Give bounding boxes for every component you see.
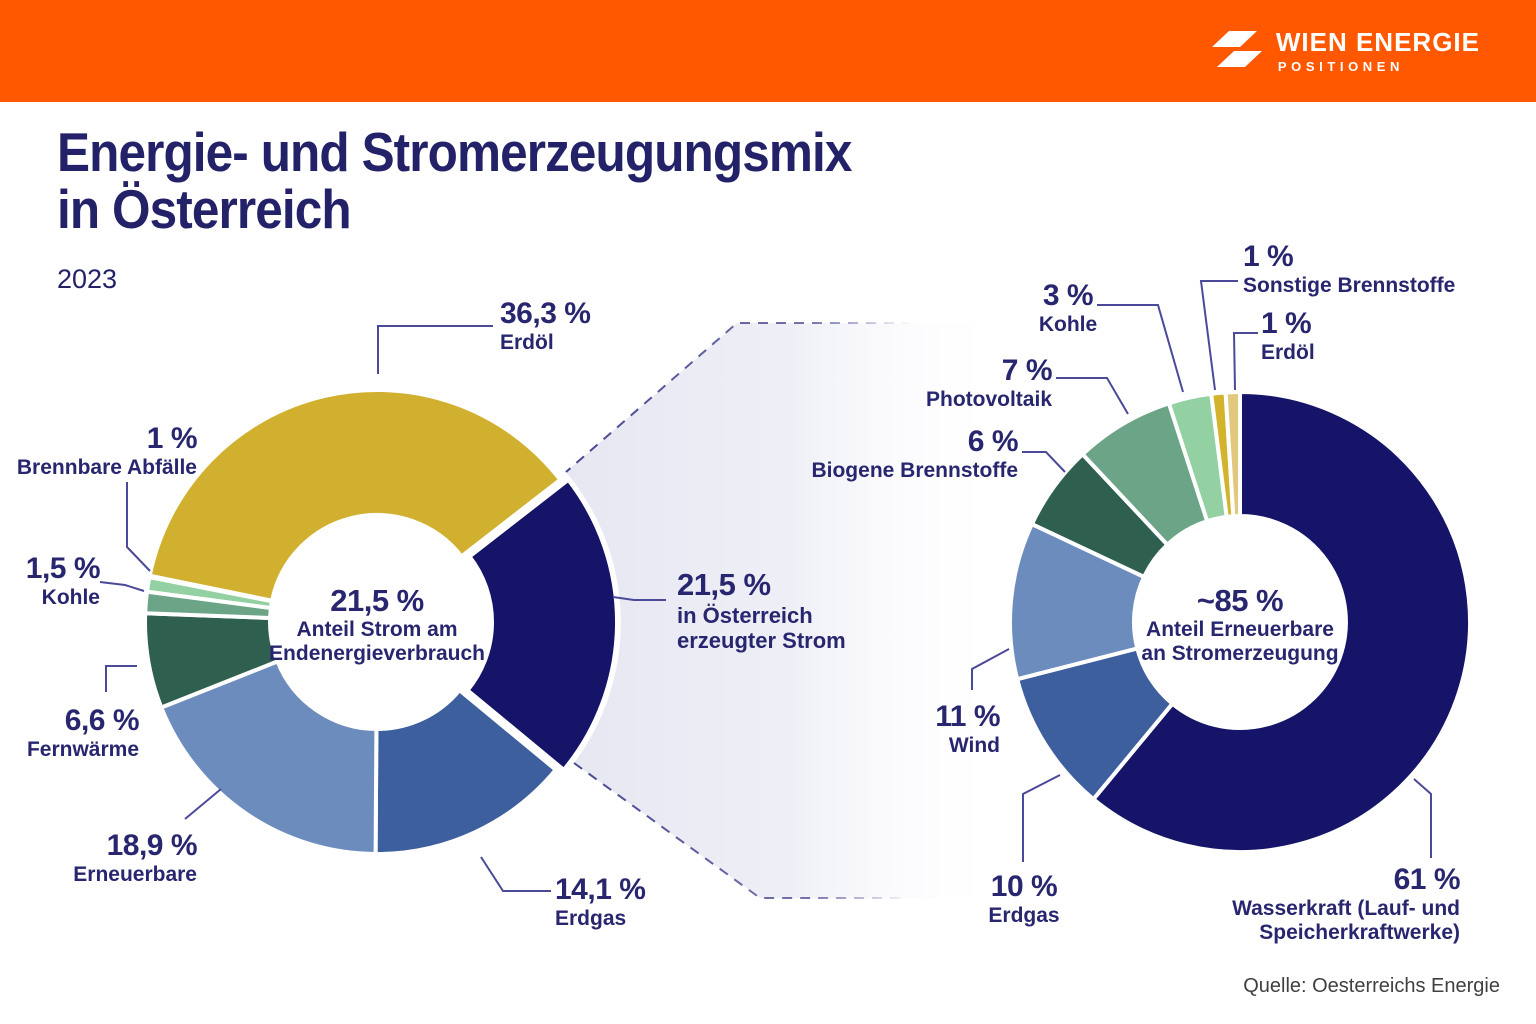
segment-name-0-erneuerbare: Erneuerbare [73,863,197,886]
segment-value-1-biogene: 6 % [967,425,1019,458]
flow-funnel [566,323,1008,898]
segment-label-0-kohle: 1,5 % Kohle [25,552,101,610]
flow-label-value: 21,5 % [677,567,771,602]
segment-label-0-erdgas: 14,1 % Erdgas [555,873,646,931]
segment-value-0-erdoel: 36,3 % [500,297,591,330]
segment-name-0-erdoel: Erdöl [500,331,554,354]
connector-0-erneuerbare [184,788,222,820]
segment-value-1-erdgas: 10 % [990,870,1058,903]
donut-1-slice-wasserkraft [1091,390,1472,854]
header-bar: WIEN ENERGIE POSITIONEN [0,0,1536,102]
segment-value-1-kohle: 3 % [1042,279,1094,312]
segment-value-0-fernwaerme: 6,6 % [64,704,140,737]
logo-text: WIEN ENERGIE POSITIONEN [1276,29,1480,73]
segment-name-1-photovoltaik: Photovoltaik [925,388,1052,411]
logo-subtitle: POSITIONEN [1277,59,1405,74]
segment-label-1-kohle: 3 % Kohle [1039,280,1097,337]
segment-value-0-abfaelle: 1 % [146,422,198,455]
flow-label: 21,5 % in Österreich erzeugter Strom [677,567,846,653]
segment-label-1-sonstige: 1 % Sonstige Brennstoffe [1243,241,1455,298]
connector-0-erdoel [377,325,493,374]
segment-label-1-biogene: 6 % Biogene Brennstoffe [811,426,1018,483]
donut-0-slice-erdgas [373,688,558,857]
segment-value-0-kohle: 1,5 % [25,552,101,585]
connector-0-kohle [99,581,145,592]
wien-energie-flash-icon [1210,28,1264,75]
segment-name-1-erdoel: Erdöl [1261,341,1315,364]
segment-name-0-kohle: Kohle [41,586,100,609]
flow-label-line-1: in Österreich [677,603,813,628]
segment-name-0-fernwaerme: Fernwärme [26,738,139,761]
donut-1-slice-erdoel [1223,390,1242,519]
segment-name-1-sonstige: Sonstige Brennstoffe [1243,274,1456,297]
segment-name-1-wasserkraft: Wasserkraft (Lauf- und Speicherkraftwerk… [1232,897,1460,944]
connector-1-biogene [1022,451,1066,473]
segment-label-1-erdoel: 1 % Erdöl [1261,308,1315,365]
wien-energie-logo: WIEN ENERGIE POSITIONEN [1210,28,1480,75]
segment-label-1-photovoltaik: 7 % Photovoltaik [925,354,1053,412]
segment-label-1-wind: 11 % Wind [935,701,1000,758]
segment-value-0-erneuerbare: 18,9 % [106,829,198,862]
donut-0-slice-erneuerbare [159,659,379,856]
year-label: 2023 [57,264,118,294]
segment-name-1-biogene: Biogene Brennstoffe [811,459,1018,482]
connector-0-fernwaerme [105,665,137,692]
connector-0-erdgas [480,856,551,892]
segment-name-1-erdgas: Erdgas [988,904,1060,927]
flow-funnel-bottom-border [573,762,1002,899]
connector-1-photovoltaik [1056,377,1129,415]
segment-value-1-wind: 11 % [935,700,1000,733]
segment-name-1-wind: Wind [948,734,1000,757]
right-center-line-1: Anteil Erneuerbare [1146,618,1334,641]
donut-0-slice-strom [465,477,620,772]
connector-1-erdoel [1232,332,1258,391]
segment-label-0-erneuerbare: 18,9 % Erneuerbare [73,830,197,887]
flow-label-line-2: erzeugter Strom [677,628,846,653]
right-center-line-2: an Stromerzeugung [1141,642,1339,665]
segment-value-1-photovoltaik: 7 % [1001,354,1053,387]
segment-name-0-abfaelle: Brennbare Abfälle [16,456,197,479]
connector-0-abfaelle [126,482,151,572]
connector-1-sonstige [1199,280,1238,391]
source-caption: Quelle: Oesterreichs Energie [1243,975,1500,997]
donut-0-slice-abfaelle [145,575,274,610]
left-center-line-1: Anteil Strom am [296,618,458,641]
segment-value-0-erdgas: 14,1 % [555,873,646,906]
segment-label-0-fernwaerme: 6,6 % Fernwärme [26,704,140,762]
title-line-1: Energie- und Stromerzeugungsmix [57,121,852,183]
right-donut-center-label: ~85 % Anteil Erneuerbare an Stromerzeugu… [1128,584,1352,666]
left-center-line-2: Endenergieverbrauch [269,642,485,665]
segment-value-1-sonstige: 1 % [1243,240,1294,273]
segment-label-0-erdoel: 36,3 % Erdöl [500,297,591,355]
left-donut-center-label: 21,5 % Anteil Strom am Endenergieverbrau… [265,584,489,666]
connector-1-kohle [1097,304,1184,393]
connector-1-erdgas [1022,774,1061,862]
connector-0-strom [612,596,666,601]
connector-1-wasserkraft [1413,778,1432,858]
segment-name-0-erdgas: Erdgas [555,907,627,930]
donut-0-slice-erdoel [147,387,563,603]
segment-label-1-wasserkraft: 61 % Wasserkraft (Lauf- und Speicherkraft… [1205,864,1460,945]
right-center-value: ~85 % [1196,583,1284,618]
title-line-2: in Österreich [57,178,352,240]
page-title: Energie- und Stromerzeugungsmix in Österr… [57,121,852,240]
logo-title: WIEN ENERGIE [1275,27,1480,57]
segment-value-1-erdoel: 1 % [1261,307,1312,340]
segment-name-1-kohle: Kohle [1038,313,1098,336]
left-center-value: 21,5 % [330,583,424,618]
segment-label-0-abfaelle: 1 % Brennbare Abfälle [16,422,198,480]
flow-funnel-top-border [565,322,1002,473]
segment-label-1-erdgas: 10 % Erdgas [988,871,1059,928]
segment-value-1-wasserkraft: 61 % [1393,863,1461,896]
connector-1-wind [971,648,1010,690]
